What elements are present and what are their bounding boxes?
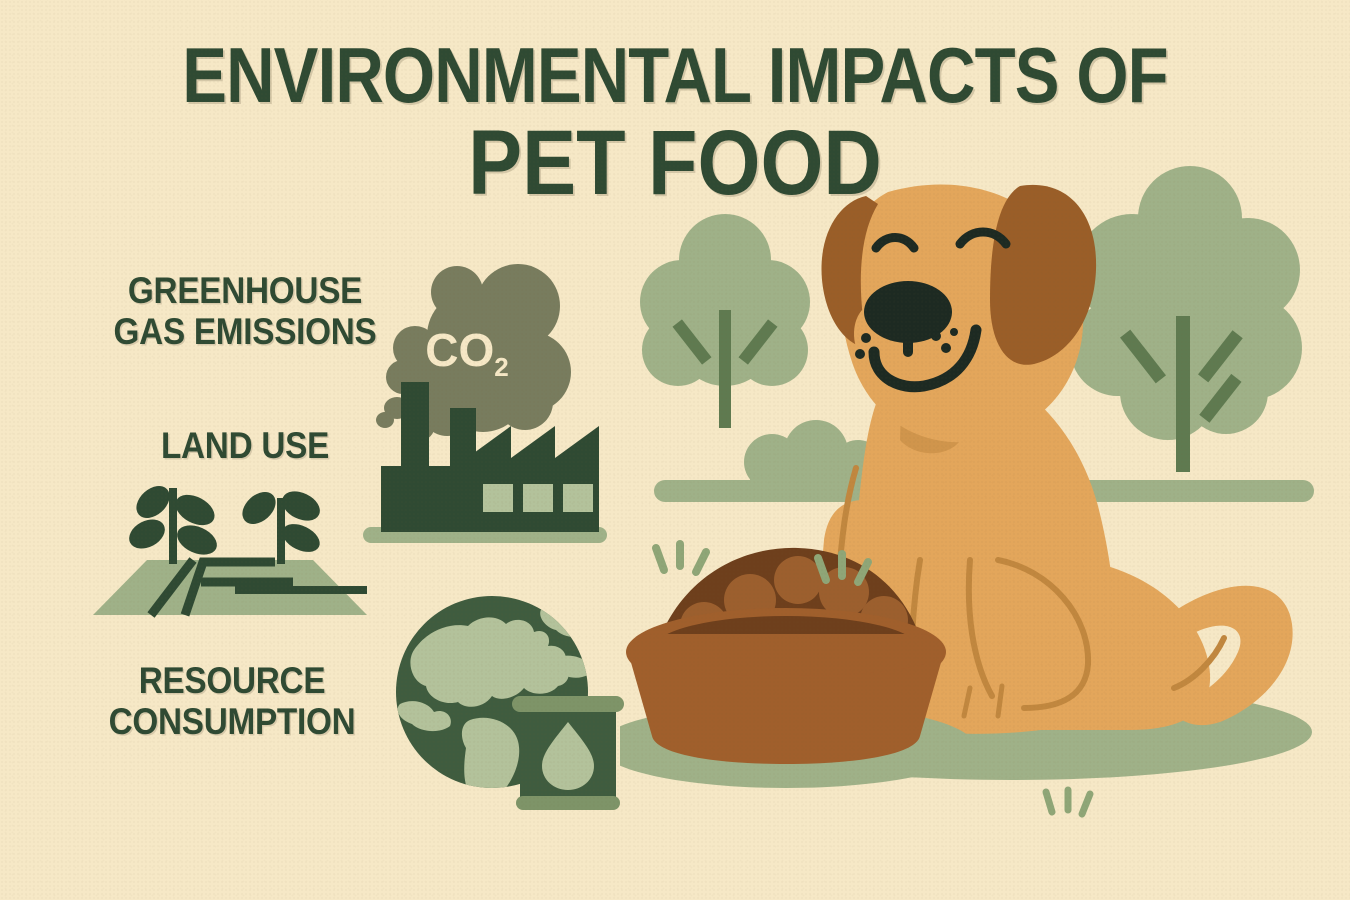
- dog-right-ear: [990, 184, 1097, 365]
- water-barrel: [512, 696, 624, 810]
- tree-small-icon: [640, 214, 810, 428]
- dog-eyes: [871, 227, 1011, 253]
- dog-mouth: [868, 324, 982, 393]
- dog-second-paw: [930, 670, 1064, 728]
- dog-left-ear: [821, 196, 878, 348]
- impact-label-greenhouse-gas-emissions: GREENHOUSE GAS EMISSIONS: [113, 270, 377, 353]
- food-bowl-icon: [620, 547, 974, 788]
- title-line-1: ENVIRONMENTAL IMPACTS OF: [182, 31, 1168, 119]
- plant-left: [129, 486, 217, 564]
- grass-tuft-icon: [652, 540, 710, 576]
- factory-smoke-icon: CO2: [363, 264, 607, 543]
- water-droplet-icon: [542, 722, 594, 790]
- tree-large-icon: [1070, 166, 1302, 472]
- factory-windows: [483, 484, 593, 512]
- grass-tuft-icon: [814, 550, 872, 586]
- dog-whisker-dots: [855, 328, 958, 359]
- title-line-2: PET FOOD: [468, 111, 882, 214]
- plant-right: [242, 491, 320, 564]
- globe-water-barrel-icon: [396, 596, 624, 810]
- dog-tail: [1172, 585, 1293, 726]
- impact-label-land-use: LAND USE: [160, 425, 330, 466]
- dog-scene: [620, 166, 1314, 818]
- poster-title: ENVIRONMENTAL IMPACTS OF PET FOOD: [0, 31, 1350, 214]
- bowl-lip: [628, 634, 944, 676]
- dog-nose: [864, 281, 952, 343]
- grass-tuft-icon: [1042, 786, 1094, 818]
- crop-field-icon: [93, 486, 367, 618]
- impact-label-resource-consumption: RESOURCE CONSUMPTION: [108, 660, 356, 743]
- field-furrows: [147, 557, 293, 618]
